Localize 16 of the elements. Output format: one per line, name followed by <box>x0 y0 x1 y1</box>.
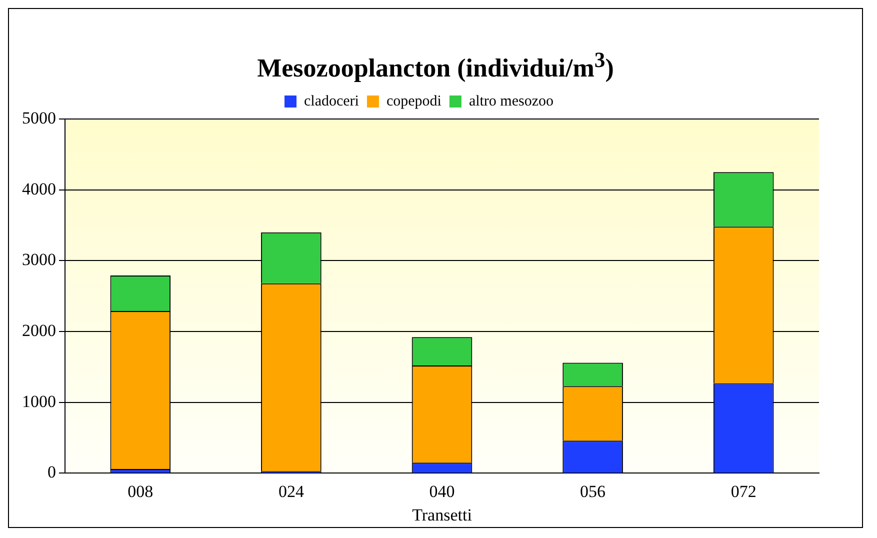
x-tick-label: 056 <box>580 482 606 501</box>
x-tick-label: 024 <box>278 482 304 501</box>
legend-label: altro mesozoo <box>468 93 554 110</box>
y-tick-label: 1000 <box>22 391 56 410</box>
chart-title: Mesozooplancton (individui/m$^{3}$) <box>256 47 615 85</box>
legend-label: copepodi <box>386 93 442 110</box>
x-tick-label: 040 <box>429 482 455 501</box>
x-tick-label: 008 <box>128 482 154 501</box>
y-tick-label: 0 <box>48 462 56 482</box>
x-tick-label: 072 <box>730 482 756 501</box>
y-tick-label: 2000 <box>22 320 56 340</box>
y-tick-label: 4000 <box>22 178 56 198</box>
x-axis-title: Transetti <box>412 504 472 524</box>
y-tick-label: 5000 <box>22 108 56 128</box>
y-tick-label: 3000 <box>22 250 56 269</box>
legend-label: cladoceri <box>304 93 359 110</box>
